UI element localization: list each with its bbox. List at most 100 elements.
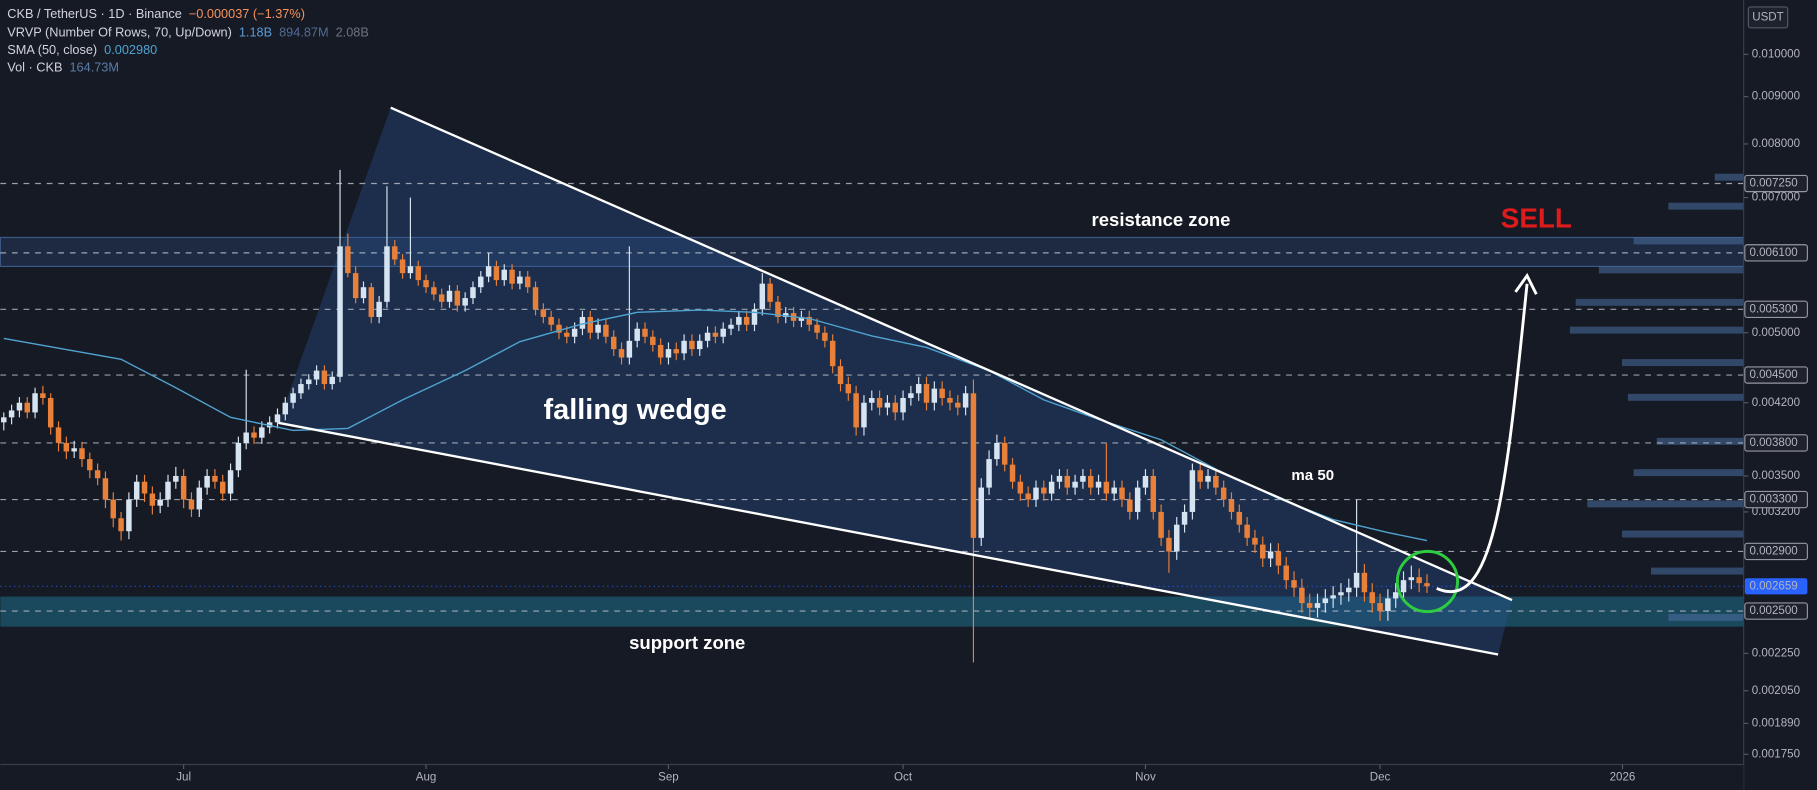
candle-body bbox=[837, 366, 844, 385]
level-box bbox=[1744, 490, 1808, 509]
x-tick-label: Nov bbox=[1135, 771, 1156, 783]
candle-body bbox=[63, 442, 70, 452]
candle-body bbox=[1017, 481, 1024, 494]
candle-body bbox=[1377, 603, 1383, 612]
candle-body bbox=[1025, 493, 1031, 500]
candle-body bbox=[79, 448, 85, 460]
candle-body bbox=[399, 259, 406, 274]
candle-body bbox=[1275, 551, 1282, 566]
legend: CKB / TetherUS · 1D · Binance −0.000037 (… bbox=[7, 6, 369, 74]
sma-value: 0.002980 bbox=[104, 42, 157, 57]
candle-body bbox=[540, 309, 547, 317]
sell-label: SELL bbox=[1501, 202, 1572, 233]
candle-body bbox=[1189, 470, 1196, 512]
candle-body bbox=[235, 442, 242, 471]
y-tick-label: 0.009000 bbox=[1752, 91, 1800, 103]
candle-body bbox=[376, 301, 382, 317]
candle-body bbox=[40, 393, 46, 398]
candle-body bbox=[55, 427, 62, 443]
candle-body bbox=[251, 432, 257, 438]
y-tick-label: 0.001750 bbox=[1752, 748, 1800, 760]
candle-body bbox=[947, 397, 953, 403]
vrvp-down: 894.87M bbox=[279, 25, 329, 40]
profile-bar bbox=[1656, 437, 1744, 445]
candle-body bbox=[556, 324, 562, 333]
candle-body bbox=[1228, 499, 1235, 512]
candle-body bbox=[618, 349, 625, 358]
candle-body bbox=[673, 349, 680, 354]
candle-body bbox=[610, 336, 617, 350]
last-price-label: 0.002659 bbox=[1749, 580, 1797, 592]
candle-body bbox=[321, 370, 328, 385]
candle-body bbox=[650, 336, 656, 345]
candle-body bbox=[1220, 487, 1227, 500]
candle-body bbox=[110, 499, 117, 519]
candle-body bbox=[1033, 487, 1039, 500]
candle-body bbox=[814, 324, 820, 333]
candle-body bbox=[298, 384, 304, 394]
candle-body bbox=[1330, 595, 1336, 599]
volume-profile bbox=[1569, 173, 1744, 621]
sma-legend: SMA (50, close) 0.002980 bbox=[7, 42, 157, 57]
level-box bbox=[1744, 300, 1808, 319]
x-tick-label: Aug bbox=[416, 771, 437, 783]
candle-body bbox=[1205, 475, 1211, 482]
candle-body bbox=[8, 410, 15, 418]
candle-body bbox=[501, 269, 507, 281]
candle-body bbox=[360, 287, 367, 299]
currency-box[interactable] bbox=[1747, 6, 1789, 29]
profile-bar bbox=[1633, 237, 1744, 245]
vrvp-up: 1.18B bbox=[239, 25, 272, 40]
vrvp: VRVP (Number Of Rows, 70, Up/Down) 1.18B 8… bbox=[7, 25, 369, 40]
symbol-text: CKB / TetherUS · 1D · Binance bbox=[7, 6, 182, 21]
y-tick-label: 0.008000 bbox=[1752, 138, 1800, 150]
currency: USDT bbox=[1752, 11, 1784, 23]
candle-body bbox=[478, 276, 484, 288]
candle-body bbox=[470, 287, 476, 299]
time-axis-bg bbox=[0, 764, 1744, 790]
candle-body bbox=[1048, 481, 1055, 494]
candle-body bbox=[368, 287, 375, 317]
candle-body bbox=[986, 459, 992, 488]
drawings-under bbox=[0, 107, 1745, 655]
wedge-label: falling wedge bbox=[543, 394, 726, 426]
candle-body bbox=[657, 344, 664, 358]
candle-body bbox=[1001, 442, 1008, 465]
x-tick-label: Sep bbox=[658, 771, 679, 783]
candle-body bbox=[908, 393, 914, 398]
level-label: 0.002900 bbox=[1749, 546, 1797, 558]
level-label: 0.007250 bbox=[1749, 178, 1797, 190]
candle-body bbox=[665, 349, 672, 358]
candle-body bbox=[798, 316, 805, 321]
candle-body bbox=[571, 328, 578, 337]
candle-body bbox=[869, 397, 875, 403]
candle-body bbox=[180, 475, 187, 500]
candle-body bbox=[329, 376, 335, 385]
candle-body bbox=[212, 475, 218, 482]
candle-body bbox=[1260, 544, 1266, 559]
candle-body bbox=[141, 481, 148, 494]
candle-body bbox=[1056, 475, 1063, 482]
candle-body bbox=[392, 246, 398, 260]
candle-body bbox=[822, 332, 828, 341]
resistance-label: resistance zone bbox=[1092, 209, 1231, 230]
candle-body bbox=[227, 470, 234, 494]
level-label: 0.003300 bbox=[1749, 494, 1797, 506]
candle-body bbox=[697, 340, 703, 350]
candle-body bbox=[259, 427, 265, 438]
candle-body bbox=[126, 499, 132, 532]
candle-body bbox=[345, 246, 351, 274]
candle-body bbox=[1299, 587, 1305, 604]
candle-body bbox=[1041, 487, 1047, 494]
profile-bar bbox=[1587, 500, 1744, 508]
candle-body bbox=[157, 499, 163, 506]
candle-body bbox=[102, 478, 109, 500]
x-tick-label: Oct bbox=[894, 771, 913, 783]
candle-body bbox=[384, 246, 390, 302]
candle-body bbox=[884, 402, 891, 408]
candle-body bbox=[290, 393, 296, 403]
symbol: CKB / TetherUS · 1D · Binance −0.000037 (… bbox=[7, 6, 305, 21]
candle-body bbox=[1314, 603, 1321, 608]
candle-body bbox=[274, 414, 281, 423]
candle-body bbox=[1236, 511, 1243, 525]
